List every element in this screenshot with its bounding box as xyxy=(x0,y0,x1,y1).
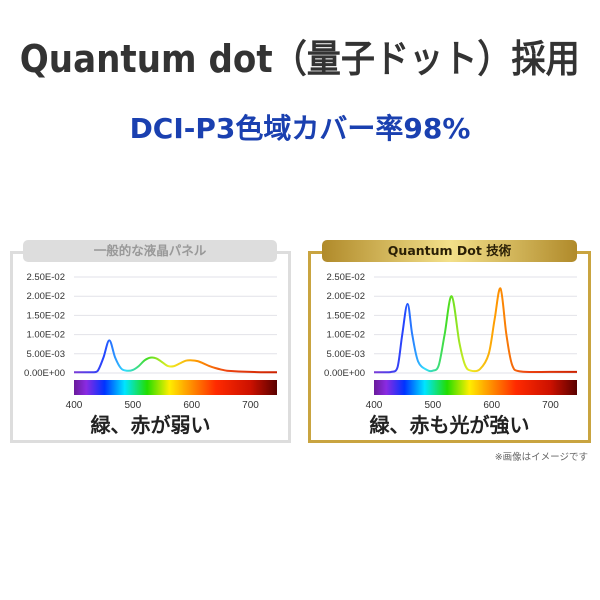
x-tick-label: 700 xyxy=(242,400,259,411)
y-tick-label: 1.00E-02 xyxy=(26,330,65,341)
page-title: Quantum dot（量子ドット）採用 xyxy=(19,37,580,81)
x-tick-label: 600 xyxy=(183,400,200,411)
page-title-container: Quantum dot（量子ドット）採用 xyxy=(0,36,600,86)
x-tick-label: 500 xyxy=(424,400,441,411)
x-tick-label: 400 xyxy=(366,400,383,411)
spectrum-curve xyxy=(373,287,578,374)
x-tick-label: 600 xyxy=(483,400,500,411)
y-tick-label: 0.00E+00 xyxy=(324,368,365,379)
lcd-panel-label: 一般的な液晶パネル xyxy=(23,240,277,262)
color-spectrum-bar xyxy=(374,380,577,395)
y-tick-label: 2.00E-02 xyxy=(326,291,365,302)
quantum-dot-caption: 緑、赤も光が強い xyxy=(369,413,530,437)
x-tick-label: 500 xyxy=(124,400,141,411)
lcd-caption: 緑、赤が弱い xyxy=(90,413,211,437)
page-subtitle: DCI-P3色域カバー率98% xyxy=(129,112,471,145)
color-spectrum-bar xyxy=(74,380,277,395)
y-tick-label: 5.00E-03 xyxy=(26,349,65,360)
y-tick-label: 0.00E+00 xyxy=(24,368,65,379)
spectrum-curve xyxy=(74,339,278,374)
image-note: ※画像はイメージです xyxy=(494,452,588,463)
y-tick-label: 2.00E-02 xyxy=(26,291,65,302)
y-tick-label: 1.00E-02 xyxy=(326,330,365,341)
y-tick-label: 5.00E-03 xyxy=(326,349,365,360)
y-tick-label: 1.50E-02 xyxy=(26,310,65,321)
y-tick-label: 2.50E-02 xyxy=(326,272,365,283)
y-tick-label: 1.50E-02 xyxy=(326,310,365,321)
y-tick-label: 2.50E-02 xyxy=(26,272,65,283)
x-tick-label: 400 xyxy=(66,400,83,411)
x-tick-label: 700 xyxy=(542,400,559,411)
quantum-dot-label: Quantum Dot 技術 xyxy=(322,240,577,262)
